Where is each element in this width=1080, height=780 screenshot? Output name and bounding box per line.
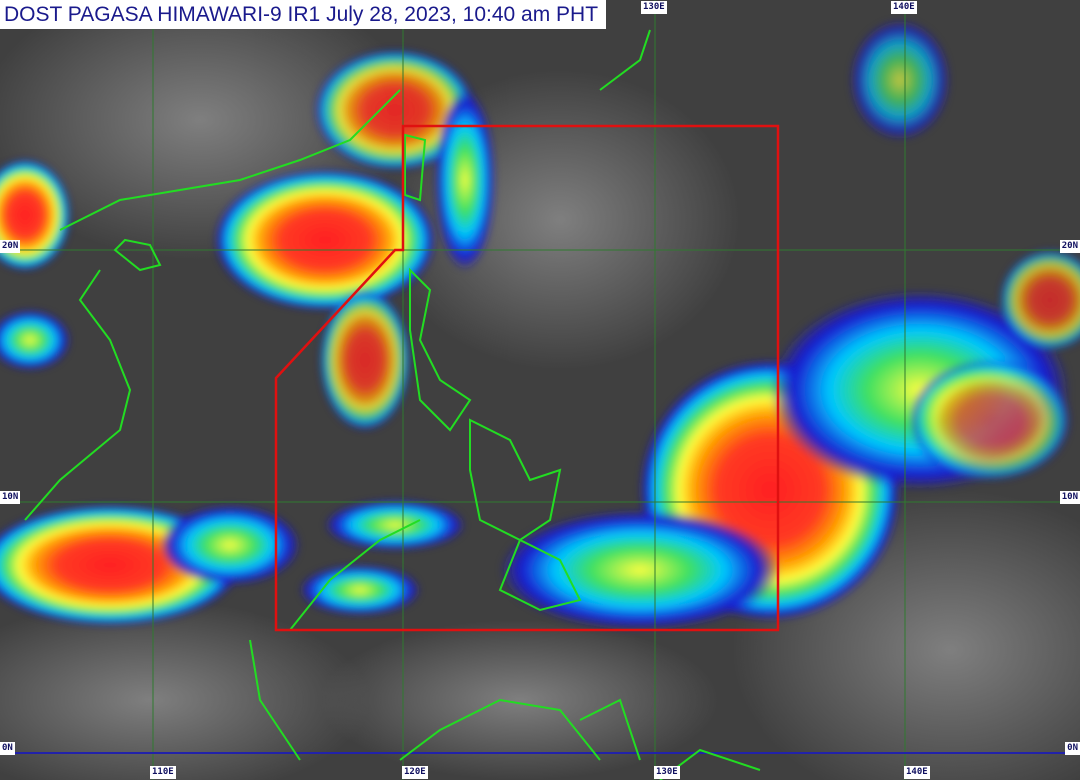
label-bottom-110e: 110E [150, 766, 176, 779]
label-right-20n: 20N [1059, 240, 1080, 253]
label-left-10n: 10N [0, 491, 21, 504]
label-left-20n: 20N [0, 240, 21, 253]
cloud-tops [0, 20, 1080, 630]
label-bottom-120e: 120E [402, 766, 428, 779]
philippine-area-of-responsibility [274, 124, 780, 632]
label-top-130e: 130E [641, 1, 667, 14]
label-bottom-130e: 130E [654, 766, 680, 779]
label-right-0n: 0N [1065, 742, 1080, 755]
image-title: DOST PAGASA HIMAWARI-9 IR1 July 28, 2023… [0, 0, 607, 29]
label-bottom-140e: 140E [904, 766, 930, 779]
label-right-10n: 10N [1059, 491, 1080, 504]
label-left-0n: 0N [0, 742, 15, 755]
label-top-140e: 140E [891, 1, 917, 14]
